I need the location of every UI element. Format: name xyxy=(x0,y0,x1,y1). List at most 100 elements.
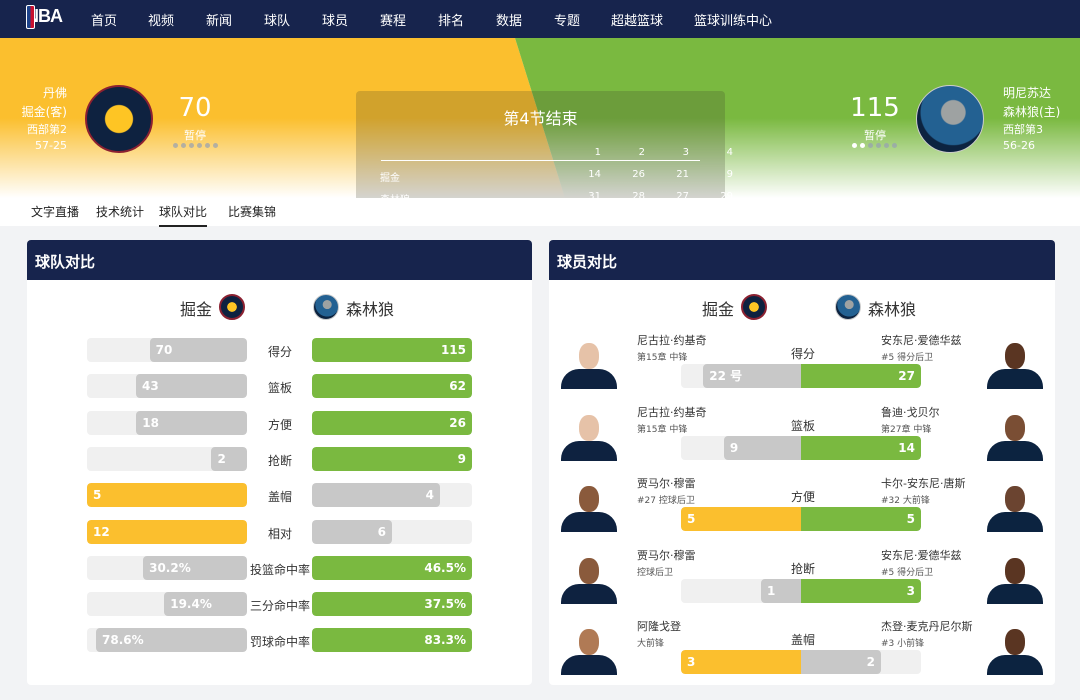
stat-label: 方便 xyxy=(790,490,815,504)
nuggets-logo[interactable] xyxy=(85,85,153,153)
stat-label: 得分 xyxy=(790,347,815,361)
away-player-avatar[interactable] xyxy=(557,339,621,389)
stat-label: 抢断 xyxy=(267,453,292,468)
away-stat-value: 2 xyxy=(211,446,247,471)
home-stat-bar: 62 xyxy=(312,374,472,399)
away-stat-bar: 43 xyxy=(87,374,247,399)
home-player-avatar[interactable] xyxy=(983,554,1047,604)
board-team-name[interactable]: 掘金 xyxy=(380,173,400,184)
home-name[interactable]: 森林狼(主) xyxy=(1003,105,1061,119)
player-compare-away-name: 掘金 xyxy=(702,300,735,319)
home-stat-value: 62 xyxy=(312,374,472,399)
nuggets-mini-logo xyxy=(741,294,767,320)
stat-label: 投篮命中率 xyxy=(249,562,310,577)
nav-item[interactable]: 新闻 xyxy=(206,14,233,29)
top-nav: NBA 首页 视频 新闻 球队 球员 赛程 排名 数据 专题 超越篮球 篮球训练中心 xyxy=(0,0,1080,38)
home-stat-bar: 26 xyxy=(312,410,472,435)
home-player-value: 2 xyxy=(801,650,881,674)
player-stat-bar: 9 14 xyxy=(681,435,921,460)
nav-item[interactable]: 排名 xyxy=(438,14,465,29)
quarter-score-box: 第4节结束 1 2 3 4 掘金 14 26 21 9 森林狼 31 28 27 29 xyxy=(356,91,733,198)
away-player-value: 3 xyxy=(681,650,801,674)
away-player-avatar[interactable] xyxy=(557,411,621,461)
nav-item[interactable]: 球队 xyxy=(264,14,291,29)
quarter-score: 28 xyxy=(632,191,645,198)
home-stat-value: 4 xyxy=(312,483,440,508)
away-stat-value: 43 xyxy=(136,374,247,399)
nba-logo[interactable]: NBA xyxy=(26,4,63,29)
period-header: 2 xyxy=(638,147,645,158)
stat-label: 相对 xyxy=(267,526,292,541)
home-player-name[interactable]: 安东尼·爱德华兹 xyxy=(881,548,962,562)
timberwolves-mini-logo xyxy=(835,294,861,320)
home-player-name[interactable]: 鲁迪·戈贝尔 xyxy=(881,405,940,419)
home-player-avatar[interactable] xyxy=(983,339,1047,389)
period-header: 3 xyxy=(682,147,689,158)
away-player-name[interactable]: 贾马尔·穆雷 xyxy=(637,477,696,490)
home-record: 56-26 xyxy=(1003,139,1035,152)
away-player-name[interactable]: 阿隆戈登 xyxy=(637,620,681,633)
stat-label: 盖帽 xyxy=(267,490,292,505)
quarter-score: 29 xyxy=(720,191,733,198)
home-team-info: 明尼苏达 森林狼(主) 西部第3 56-26 xyxy=(1003,84,1060,154)
tab-box-score[interactable]: 技术统计 xyxy=(96,205,145,219)
away-player-avatar[interactable] xyxy=(557,482,621,532)
home-rank: 西部第3 xyxy=(1003,123,1043,136)
home-player-name[interactable]: 卡尔-安东尼·唐斯 xyxy=(881,477,966,490)
tab-team-compare[interactable]: 球队对比 xyxy=(159,203,208,227)
away-stat-value: 30.2% xyxy=(143,555,247,580)
away-stat-bar: 5 xyxy=(87,483,247,508)
period-header: 1 xyxy=(594,147,601,158)
away-city: 丹佛 xyxy=(42,86,67,100)
away-name[interactable]: 掘金(客) xyxy=(21,105,67,119)
nav-item[interactable]: 首页 xyxy=(91,14,118,29)
home-stat-value: 46.5% xyxy=(312,555,472,580)
away-stat-value: 5 xyxy=(87,483,247,508)
panel-title: 球员对比 xyxy=(549,240,1055,280)
away-player-name[interactable]: 尼古拉·约基奇 xyxy=(637,405,707,419)
away-stat-bar: 70 xyxy=(87,338,247,362)
stat-label: 篮板 xyxy=(267,381,292,396)
home-player-avatar[interactable] xyxy=(983,482,1047,532)
quarter-score: 14 xyxy=(588,169,601,180)
away-stat-value: 12 xyxy=(87,519,247,544)
nuggets-mini-logo xyxy=(219,294,245,320)
nav-item[interactable]: 赛程 xyxy=(380,14,407,29)
player-compare-panel: 球员对比 xyxy=(549,240,1055,685)
timberwolves-logo[interactable] xyxy=(916,85,984,153)
home-stat-value: 37.5% xyxy=(312,592,472,617)
tab-highlights[interactable]: 比赛集锦 xyxy=(228,205,277,219)
away-stat-bar: 19.4% xyxy=(87,592,247,617)
home-stat-bar: 4 xyxy=(312,483,472,508)
away-player-name[interactable]: 贾马尔·穆雷 xyxy=(637,548,696,562)
home-player-avatar[interactable] xyxy=(983,625,1047,675)
nav-item[interactable]: 球员 xyxy=(322,14,349,29)
stat-label: 三分命中率 xyxy=(249,599,310,614)
away-status: 暂停 xyxy=(184,129,206,142)
away-player-avatar[interactable] xyxy=(557,625,621,675)
home-player-position: #32 大前锋 xyxy=(881,496,930,506)
away-player-avatar[interactable] xyxy=(557,554,621,604)
tab-live-text[interactable]: 文字直播 xyxy=(31,205,80,219)
nav-item[interactable]: 超越篮球 xyxy=(611,14,664,29)
away-stat-value: 18 xyxy=(136,410,247,435)
quarter-score: 21 xyxy=(676,169,689,180)
away-stat-bar: 18 xyxy=(87,410,247,435)
home-player-name[interactable]: 安东尼·爱德华兹 xyxy=(881,334,962,347)
away-player-position: 第15章 中锋 xyxy=(637,424,688,435)
away-player-position: 第15章 中锋 xyxy=(637,353,688,363)
nav-item[interactable]: 数据 xyxy=(496,14,523,29)
nav-item[interactable]: 专题 xyxy=(554,14,581,29)
home-player-name[interactable]: 杰登·麦克丹尼尔斯 xyxy=(881,620,973,633)
home-player-avatar[interactable] xyxy=(983,411,1047,461)
home-stat-bar: 6 xyxy=(312,519,472,544)
nav-item[interactable]: 篮球训练中心 xyxy=(694,14,773,29)
nav-item[interactable]: 视频 xyxy=(148,14,175,29)
board-team-name[interactable]: 森林狼 xyxy=(380,191,440,198)
away-player-name[interactable]: 尼古拉·约基奇 xyxy=(637,334,707,347)
home-stat-bar: 9 xyxy=(312,446,472,471)
home-player-position: 第27章 中锋 xyxy=(881,424,932,435)
